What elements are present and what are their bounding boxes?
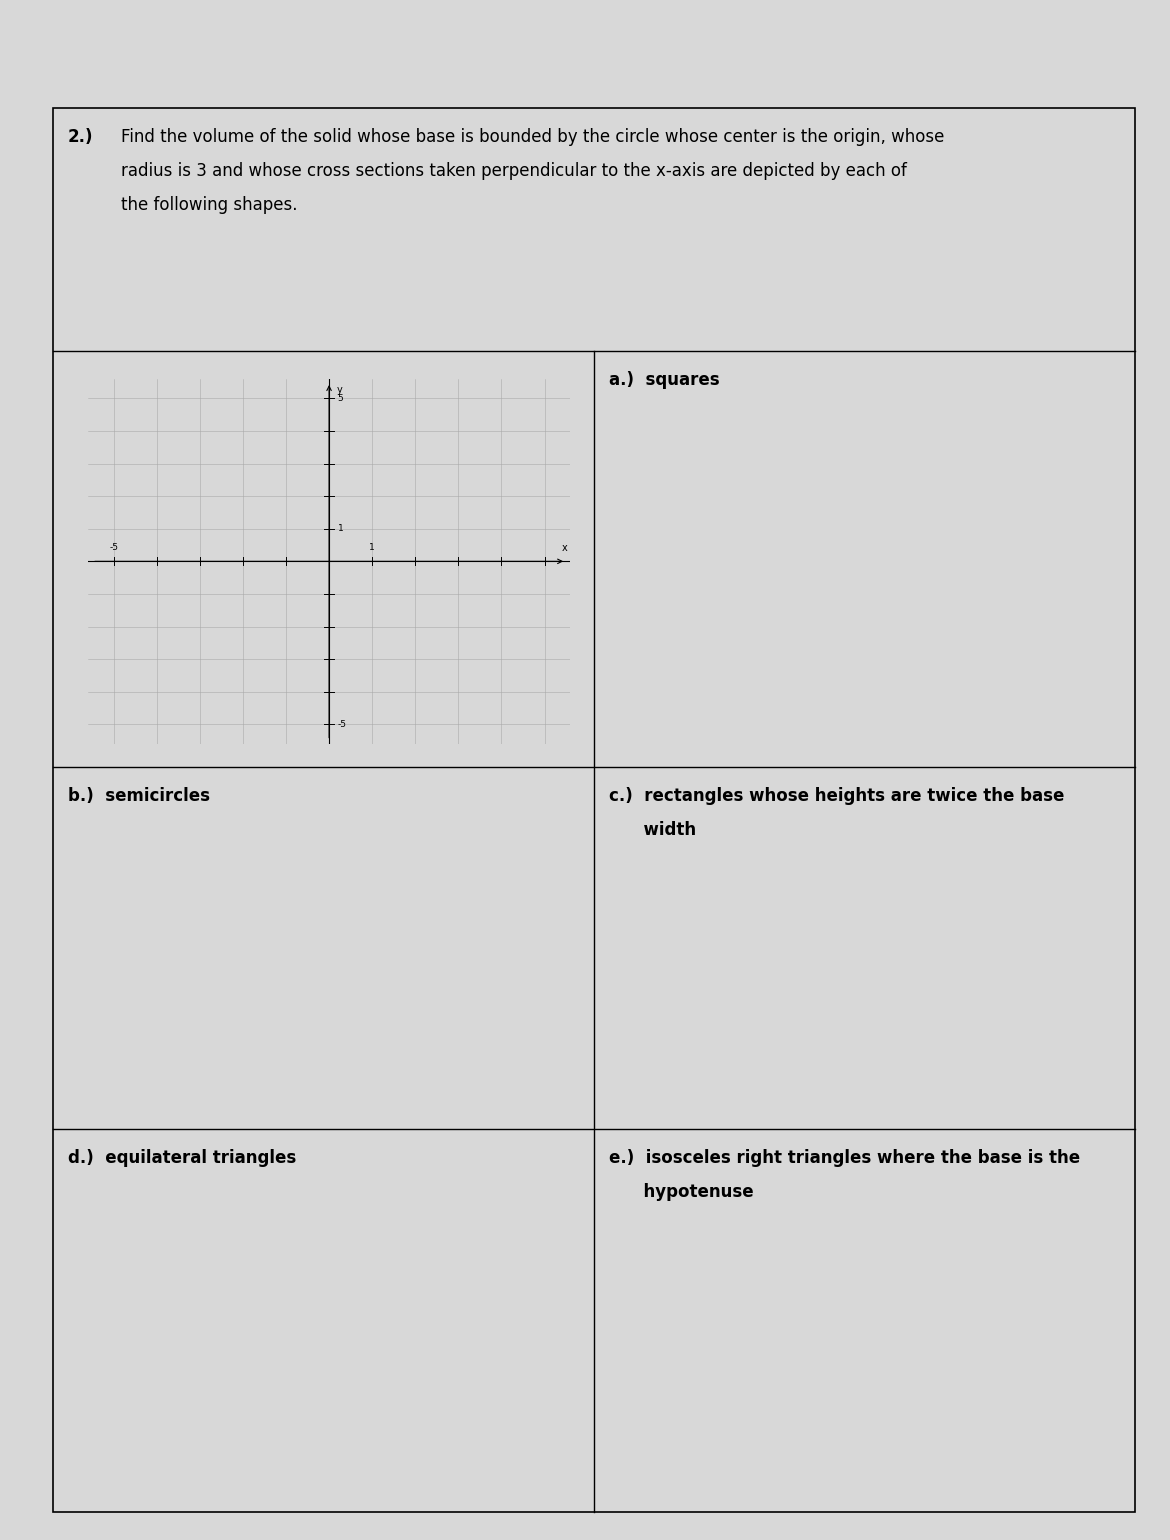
Text: d.)  equilateral triangles: d.) equilateral triangles xyxy=(68,1149,296,1167)
Text: 1: 1 xyxy=(370,542,376,551)
Text: x: x xyxy=(562,544,567,553)
Text: c.)  rectangles whose heights are twice the base: c.) rectangles whose heights are twice t… xyxy=(608,787,1065,805)
Text: the following shapes.: the following shapes. xyxy=(121,196,297,214)
Text: 2.): 2.) xyxy=(68,128,94,146)
Text: e.)  isosceles right triangles where the base is the: e.) isosceles right triangles where the … xyxy=(608,1149,1080,1167)
Text: y: y xyxy=(337,385,343,396)
Text: a.)  squares: a.) squares xyxy=(608,371,720,390)
Text: hypotenuse: hypotenuse xyxy=(608,1183,753,1201)
Text: radius is 3 and whose cross sections taken perpendicular to the x-axis are depic: radius is 3 and whose cross sections tak… xyxy=(121,162,907,180)
Text: -5: -5 xyxy=(109,542,118,551)
Text: 1: 1 xyxy=(338,524,344,533)
Text: -5: -5 xyxy=(338,719,346,728)
Text: width: width xyxy=(608,821,696,839)
Text: 5: 5 xyxy=(338,394,344,403)
Text: b.)  semicircles: b.) semicircles xyxy=(68,787,209,805)
Text: Find the volume of the solid whose base is bounded by the circle whose center is: Find the volume of the solid whose base … xyxy=(121,128,944,146)
